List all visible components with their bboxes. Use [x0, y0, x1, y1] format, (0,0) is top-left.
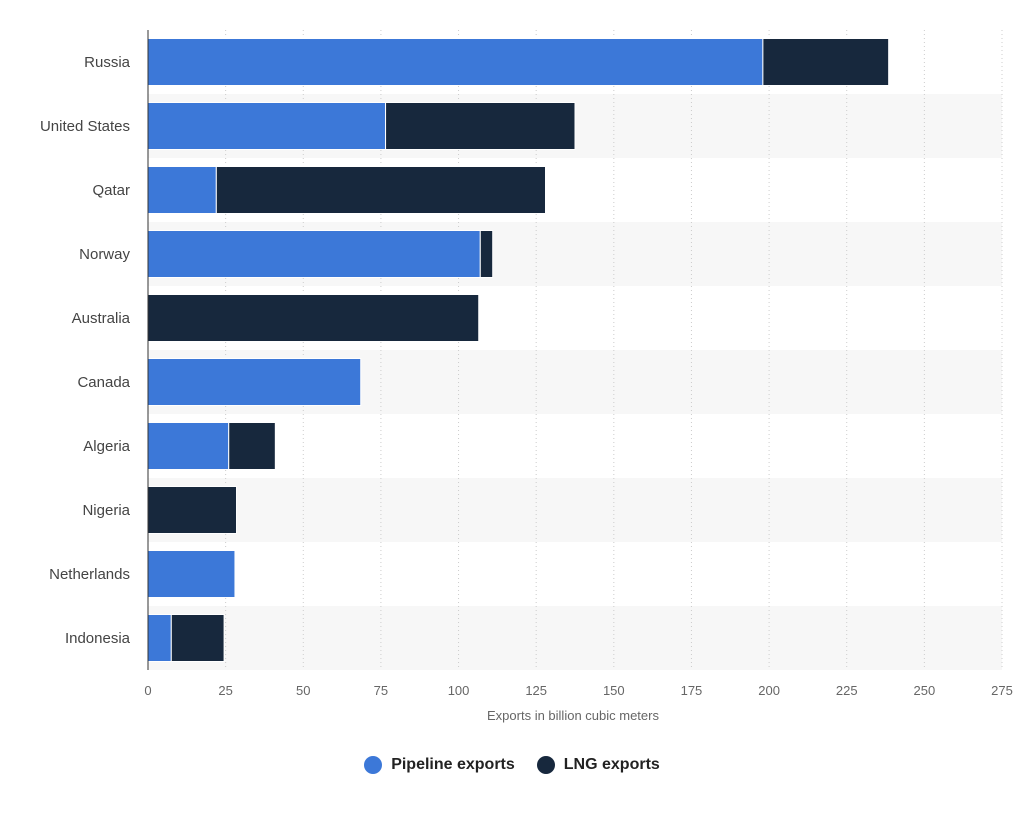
- category-label-netherlands: Netherlands: [49, 566, 130, 583]
- bar-qatar-pipeline-exports[interactable]: [147, 166, 217, 214]
- legend-marker-lng: [536, 756, 555, 774]
- bar-russia-pipeline-exports[interactable]: [147, 38, 764, 86]
- row-band-indonesia: [148, 606, 1002, 670]
- bar-algeria-pipeline-exports[interactable]: [147, 422, 230, 470]
- bar-netherlands-pipeline-exports[interactable]: [147, 550, 236, 598]
- legend-label-pipeline: Pipeline exports: [391, 756, 515, 773]
- category-label-australia: Australia: [72, 310, 131, 327]
- category-labels: Russia United States Qatar Norway Australia C…: [40, 54, 131, 647]
- x-tick-label-100: 100: [448, 683, 470, 698]
- category-label-indonesia: Indonesia: [65, 630, 131, 647]
- bar-algeria-lng-exports[interactable]: [228, 422, 276, 470]
- bar-indonesia-lng-exports[interactable]: [170, 614, 225, 662]
- x-axis-title: Exports in billion cubic meters: [487, 708, 659, 723]
- row-band-nigeria: [148, 478, 1002, 542]
- legend-item-lng[interactable]: LNG exports: [536, 756, 660, 774]
- category-label-united-states: United States: [40, 118, 130, 135]
- bar-indonesia-pipeline-exports[interactable]: [147, 614, 172, 662]
- x-tick-label-150: 150: [603, 683, 625, 698]
- category-label-russia: Russia: [84, 54, 131, 71]
- category-label-algeria: Algeria: [83, 438, 130, 455]
- legend-item-pipeline[interactable]: Pipeline exports: [364, 756, 515, 774]
- x-tick-label-25: 25: [218, 683, 232, 698]
- bar-norway-lng-exports[interactable]: [479, 230, 494, 278]
- row-bands: [148, 94, 1002, 670]
- x-tick-label-225: 225: [836, 683, 858, 698]
- x-tick-label-250: 250: [914, 683, 936, 698]
- x-tick-label-50: 50: [296, 683, 310, 698]
- x-tick-label-175: 175: [681, 683, 703, 698]
- x-tick-label-75: 75: [374, 683, 388, 698]
- category-label-norway: Norway: [79, 246, 130, 263]
- x-tick-label-125: 125: [525, 683, 547, 698]
- legend-label-lng: LNG exports: [563, 756, 660, 773]
- x-tick-label-0: 0: [144, 683, 151, 698]
- bar-united-states-lng-exports[interactable]: [385, 102, 576, 150]
- x-tick-label-275: 275: [991, 683, 1013, 698]
- bar-united-states-pipeline-exports[interactable]: [147, 102, 387, 150]
- bar-australia-lng-exports[interactable]: [147, 294, 480, 342]
- bar-nigeria-lng-exports[interactable]: [147, 486, 238, 534]
- gridlines: [225, 30, 1003, 670]
- legend-marker-pipeline: [364, 756, 383, 774]
- bar-canada-pipeline-exports[interactable]: [147, 358, 362, 406]
- category-label-qatar: Qatar: [92, 182, 130, 199]
- x-tick-label-200: 200: [758, 683, 780, 698]
- legend: Pipeline exports LNG exports: [0, 756, 1024, 774]
- bars: [147, 38, 890, 662]
- x-tick-labels: 0 25 50 75 100 125 150 175 200 225 250 275: [144, 683, 1012, 698]
- bar-norway-pipeline-exports[interactable]: [147, 230, 481, 278]
- bar-qatar-lng-exports[interactable]: [215, 166, 546, 214]
- category-label-nigeria: Nigeria: [82, 502, 130, 519]
- category-label-canada: Canada: [77, 374, 130, 391]
- bar-russia-lng-exports[interactable]: [762, 38, 890, 86]
